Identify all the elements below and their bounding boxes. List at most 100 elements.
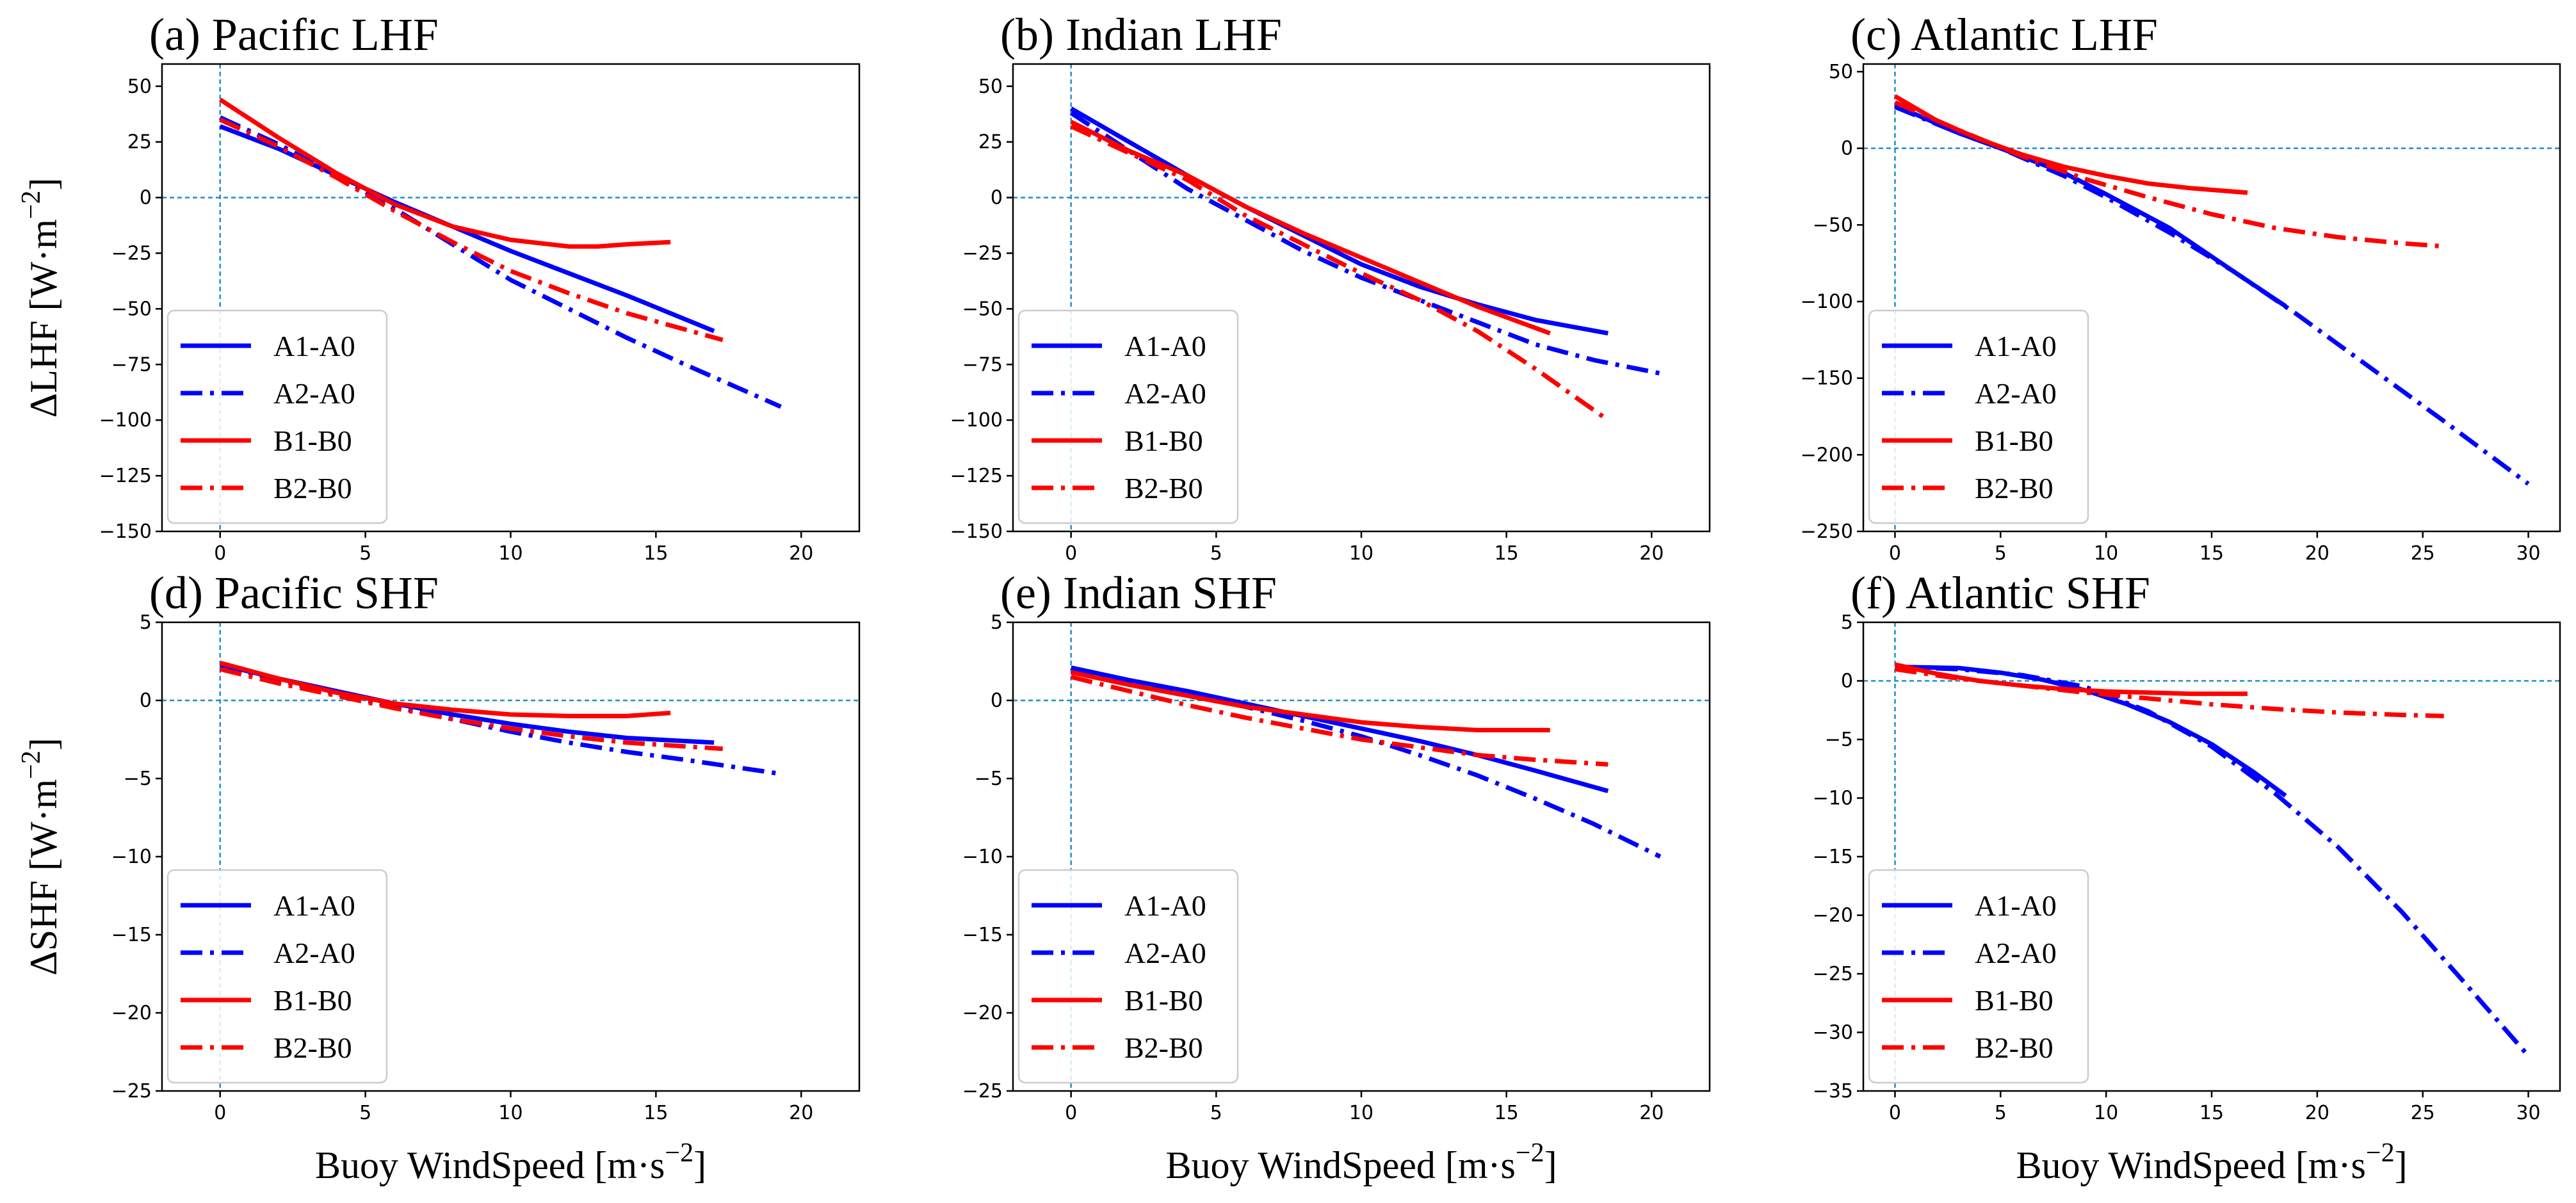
series-group (1070, 665, 1662, 859)
legend-box (166, 869, 388, 1084)
series-line-b2-b0 (1894, 100, 2444, 249)
x-tick-label: 20 (2305, 1102, 2329, 1124)
x-tick-label: 0 (1065, 1102, 1077, 1124)
x-axis-label: Buoy WindSpeed [m·s−2] (315, 1138, 706, 1186)
y-tick-label: −25 (111, 242, 152, 264)
x-tick-label: 20 (2305, 542, 2329, 565)
series-line-b2-b0 (219, 117, 724, 343)
y-tick-label: −50 (962, 298, 1003, 320)
legend-label: A1-A0 (1124, 889, 1206, 922)
series-group (1893, 94, 2530, 486)
y-tick-label: 25 (978, 131, 1003, 154)
legend-label: B1-B0 (1975, 984, 2054, 1017)
panel-title: (d) Pacific SHF (149, 567, 439, 618)
x-tick-label: 25 (2411, 542, 2435, 565)
x-tick-label: 30 (2516, 1102, 2540, 1124)
y-tick-label: −20 (111, 1002, 152, 1024)
legend: A1-A0 A2-A0 B1-B0 B2-B0 (166, 309, 388, 524)
panel-title: (e) Indian SHF (1000, 567, 1277, 618)
series-line-b2-b0 (219, 666, 723, 752)
y-tick-label: −20 (962, 1002, 1003, 1024)
legend-box (166, 309, 388, 524)
series-line-b2-b0 (1070, 124, 1610, 423)
series-line-b2-b0 (1070, 674, 1608, 767)
series-group (1894, 662, 2531, 1058)
x-tick-label: 15 (2199, 542, 2224, 565)
x-axis-label-close: ] (693, 1144, 706, 1186)
y-tick-label: −25 (962, 242, 1003, 264)
y-axis-label-close: ] (22, 738, 65, 750)
y-tick-label: −30 (1813, 1022, 1853, 1044)
legend-label: A2-A0 (273, 377, 355, 410)
panel-title: (c) Atlantic LHF (1851, 9, 2158, 60)
y-tick-label: −100 (950, 409, 1003, 432)
series-line-b1-b0 (1070, 670, 1550, 732)
legend-label: B2-B0 (1975, 1031, 2054, 1064)
legend-label: B2-B0 (273, 1031, 352, 1064)
x-tick-label: 20 (1639, 1102, 1664, 1124)
x-tick-label: 10 (2094, 542, 2118, 565)
x-tick-label: 0 (214, 542, 226, 565)
x-tick-label: 5 (1210, 542, 1222, 565)
x-tick-label: 10 (1349, 1102, 1373, 1124)
x-tick-label: 10 (2094, 1102, 2118, 1124)
legend-box (1868, 869, 2089, 1084)
y-tick-label: −10 (962, 846, 1003, 868)
legend: A1-A0 A2-A0 B1-B0 B2-B0 (1868, 869, 2089, 1084)
x-tick-label: 15 (2199, 1102, 2224, 1124)
series-line-b1-b0 (1070, 120, 1551, 335)
legend: A1-A0 A2-A0 B1-B0 B2-B0 (1868, 309, 2089, 524)
y-tick-label: 5 (1841, 611, 1853, 634)
y-tick-label: 50 (127, 76, 152, 98)
x-tick-label: 15 (644, 1102, 668, 1124)
legend-label: B2-B0 (273, 472, 352, 505)
legend-label: A2-A0 (1124, 377, 1206, 410)
panel-b: 0 5 10 15 20 50 25 0 −25 −50 −75 −100 −125 −150 (b) In… (950, 9, 1711, 565)
y-tick-label: −15 (1813, 846, 1853, 868)
legend-label: A2-A0 (1124, 937, 1206, 969)
y-tick-label: −200 (1801, 444, 1853, 466)
legend-label: A1-A0 (1124, 330, 1206, 362)
y-axis-label-exponent: −2 (17, 191, 46, 220)
series-line-a2-a0 (1069, 111, 1661, 376)
x-tick-label: 5 (359, 542, 371, 565)
y-tick-label: −75 (111, 353, 152, 376)
x-axis-label-text: Buoy WindSpeed [m·s (315, 1144, 665, 1186)
y-axis-label-text: ΔLHF [W·m (22, 219, 65, 417)
x-tick-label: 30 (2516, 542, 2540, 565)
y-tick-label: −20 (1813, 905, 1853, 927)
y-tick-label: −125 (99, 465, 152, 487)
y-axis-label-text: ΔSHF [W·m (22, 779, 65, 976)
x-tick-label: 0 (214, 1102, 226, 1124)
legend-label: A1-A0 (273, 330, 355, 362)
x-tick-label: 5 (1210, 1102, 1222, 1124)
series-line-a1-a0 (1069, 106, 1608, 336)
x-axis-label-close: ] (2395, 1144, 2408, 1186)
y-tick-label: 0 (140, 690, 152, 712)
x-axis-label-exponent: −2 (1516, 1138, 1544, 1168)
x-tick-label: 15 (1495, 1102, 1519, 1124)
legend-box (1017, 869, 1239, 1084)
x-tick-label: 5 (1995, 1102, 2007, 1124)
x-axis-label: Buoy WindSpeed [m·s−2] (1165, 1138, 1557, 1186)
x-axis-label-text: Buoy WindSpeed [m·s (1165, 1144, 1515, 1186)
y-tick-label: −25 (111, 1080, 152, 1102)
y-tick-label: 50 (1829, 61, 1853, 83)
y-tick-label: −50 (111, 298, 152, 320)
series-line-a2-a0 (1895, 665, 2531, 1058)
series-group (218, 97, 782, 409)
series-line-b1-b0 (218, 97, 671, 249)
y-tick-label: −5 (1825, 729, 1853, 751)
y-axis-label: ΔLHF [W·m−2] (17, 178, 65, 418)
x-tick-label: 10 (498, 1102, 522, 1124)
legend-label: B1-B0 (1124, 424, 1203, 457)
panel-a: 0 5 10 15 20 50 25 0 −25 −50 −75 −100 −125 −150 (a) Pa… (17, 9, 861, 565)
y-tick-label: −5 (124, 768, 152, 790)
y-tick-label: −250 (1801, 521, 1853, 543)
legend-label: A1-A0 (273, 889, 355, 922)
y-tick-label: −100 (1801, 291, 1853, 313)
legend-label: B2-B0 (1124, 472, 1203, 505)
legend-label: B1-B0 (1975, 424, 2054, 457)
y-tick-label: −125 (950, 465, 1003, 487)
panel-title: (b) Indian LHF (1000, 9, 1282, 60)
